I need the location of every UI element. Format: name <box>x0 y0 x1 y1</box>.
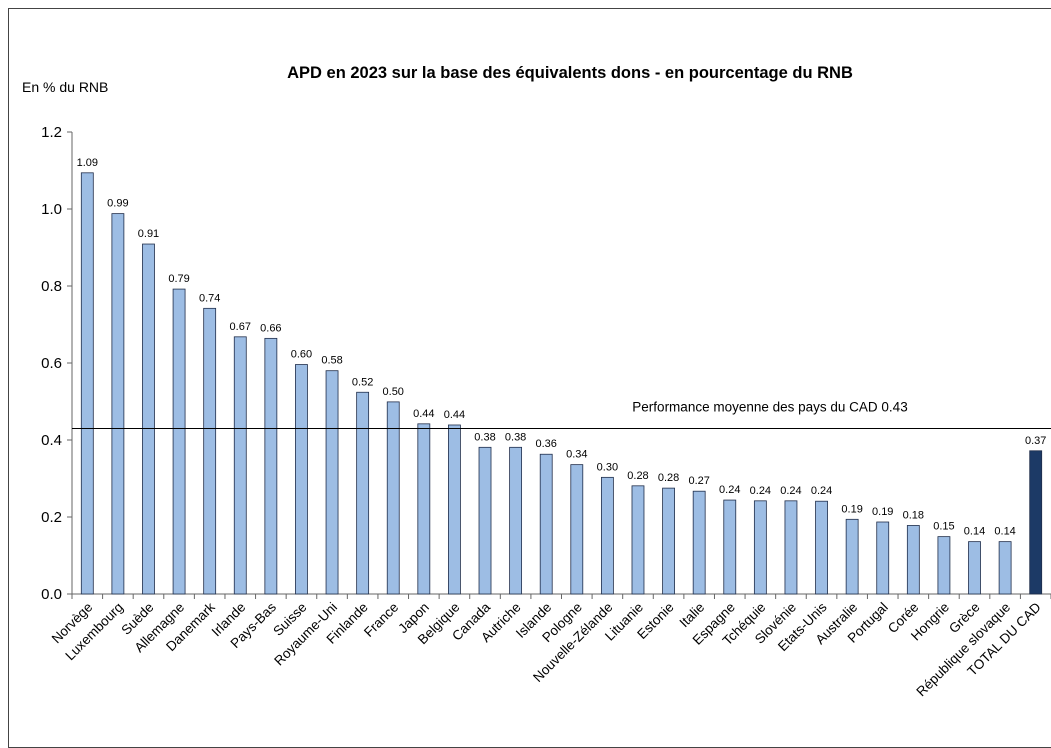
bar <box>968 541 981 595</box>
bar <box>723 499 737 595</box>
bar <box>570 464 584 595</box>
bar <box>325 370 339 595</box>
chart-title: APD en 2023 sur la base des équivalents … <box>287 64 853 82</box>
data-label: 0.34 <box>566 449 587 461</box>
bar <box>142 243 155 595</box>
data-label: 0.28 <box>627 470 648 482</box>
bar <box>295 364 308 595</box>
data-label: 0.24 <box>750 485 771 497</box>
data-label: 0.30 <box>597 461 618 473</box>
data-label: 0.60 <box>291 349 312 361</box>
data-label: 0.99 <box>107 198 128 210</box>
data-label: 0.27 <box>688 475 709 487</box>
bar <box>631 485 645 595</box>
bar <box>539 453 553 595</box>
data-label: 0.44 <box>444 409 465 421</box>
data-label: 0.74 <box>199 292 220 304</box>
data-label: 0.28 <box>658 472 679 484</box>
bar <box>845 518 859 595</box>
bar <box>448 424 461 595</box>
y-tick-label: 1.2 <box>41 124 62 141</box>
bars <box>80 172 1043 595</box>
data-label: 0.38 <box>505 431 526 443</box>
reference-line-group: Performance moyenne des pays du CAD 0.43 <box>72 399 1051 429</box>
data-label: 0.67 <box>230 321 251 333</box>
bar <box>478 446 492 595</box>
y-tick-label: 1.0 <box>41 201 62 218</box>
bar <box>1029 450 1043 595</box>
bar <box>203 307 217 595</box>
bar <box>692 490 706 595</box>
bar <box>876 521 890 595</box>
data-label: 0.36 <box>535 438 556 450</box>
y-tick-label: 0.6 <box>41 355 62 372</box>
bar <box>509 446 523 595</box>
x-tick-labels: NorvègeLuxembourgSuèdeAllemagneDanemarkI… <box>49 599 1044 699</box>
data-label: 0.91 <box>138 228 159 240</box>
data-label: 1.09 <box>77 157 98 169</box>
data-label: 0.50 <box>383 386 404 398</box>
bar <box>937 536 951 595</box>
data-label: 0.15 <box>933 521 954 533</box>
data-label: 0.24 <box>719 484 740 496</box>
x-tick-label: France <box>361 600 401 640</box>
y-axis-label: En % du RNB <box>22 79 108 95</box>
data-label: 0.19 <box>872 506 893 518</box>
y-tick-label: 0.8 <box>41 278 62 295</box>
bar <box>600 476 614 595</box>
bar <box>172 288 186 595</box>
bar <box>662 487 675 595</box>
bar <box>233 336 247 595</box>
bar <box>417 423 431 595</box>
y-tick-label: 0.0 <box>41 586 62 603</box>
y-tick-label: 0.2 <box>41 509 62 526</box>
bar <box>784 500 798 595</box>
bar <box>906 525 920 595</box>
data-label: 0.52 <box>352 376 373 388</box>
data-label: 0.58 <box>321 355 342 367</box>
bar <box>386 401 400 595</box>
bar <box>264 337 278 595</box>
bar <box>80 172 94 595</box>
data-label: 0.44 <box>413 408 434 420</box>
data-label: 0.24 <box>811 485 832 497</box>
data-label: 0.66 <box>260 322 281 334</box>
bar <box>815 500 828 595</box>
reference-line-label: Performance moyenne des pays du CAD 0.43 <box>632 399 907 414</box>
data-label: 0.18 <box>903 509 924 521</box>
data-label: 0.14 <box>994 526 1015 538</box>
data-label: 0.14 <box>964 526 985 538</box>
data-label: 0.24 <box>780 485 801 497</box>
data-labels: 1.09 0.99 0.91 0.79 0.74 0.67 0.66 0.60 0.58 0.52… <box>77 157 1047 538</box>
bar <box>111 213 125 595</box>
bar <box>753 500 767 595</box>
data-label: 0.38 <box>474 431 495 443</box>
bar <box>356 391 370 595</box>
bar <box>998 541 1012 595</box>
data-label: 0.37 <box>1025 435 1046 447</box>
y-tick-label: 0.4 <box>41 432 62 449</box>
data-label: 0.79 <box>168 273 189 285</box>
data-label: 0.19 <box>841 503 862 515</box>
